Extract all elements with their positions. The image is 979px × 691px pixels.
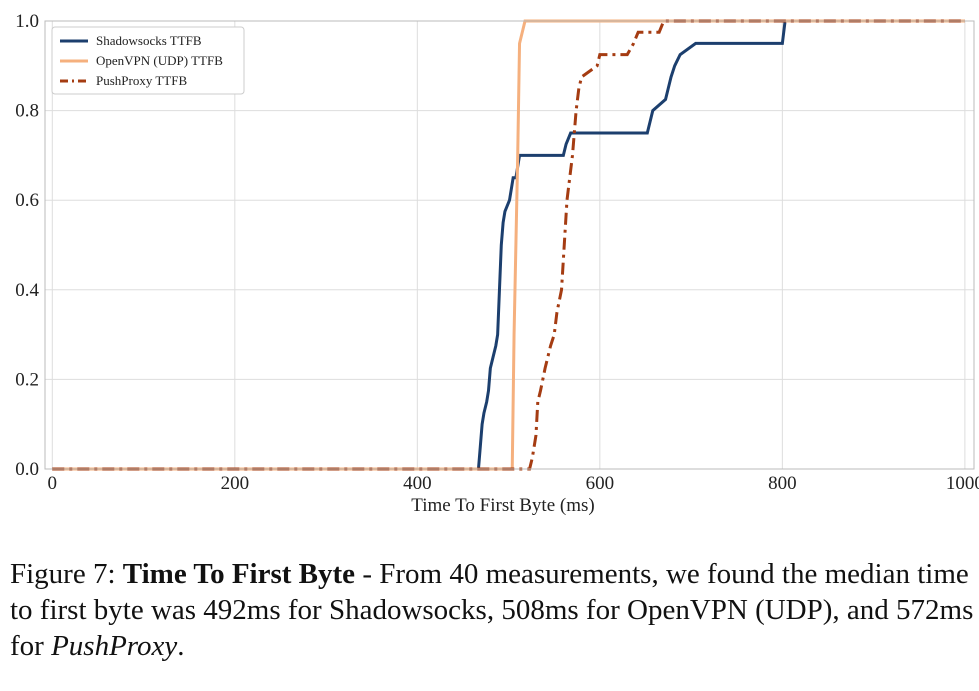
figure-caption: Figure 7: Time To First Byte - From 40 m… (10, 556, 975, 664)
y-tick-label: 0.6 (15, 190, 39, 211)
x-tick-label: 600 (586, 473, 615, 494)
cdf-chart: 0.0 0.2 0.4 0.6 0.8 1.0 0 200 400 600 800 1000 Tim… (15, 11, 979, 516)
legend-label: PushProxy TTFB (96, 73, 187, 88)
x-tick-label: 800 (768, 473, 797, 494)
series-line-pushproxy-ttfb (52, 19, 965, 471)
x-tick-label: 0 (48, 473, 58, 494)
legend-box (51, 26, 245, 95)
x-tick-label: 400 (403, 473, 432, 494)
caption-suffix: . (177, 630, 185, 662)
y-tick-label: 0.4 (15, 280, 39, 301)
x-axis-label: Time To First Byte (ms) (411, 495, 594, 516)
y-tick-label: 0.0 (15, 459, 39, 480)
legend: Shadowsocks TTFB OpenVPN (UDP) TTFB PushPr… (51, 26, 245, 95)
series-line-openvpn-udp-ttfb (52, 19, 965, 471)
plot-frame (44, 20, 975, 470)
x-tick-label: 200 (221, 473, 250, 494)
caption-bold-title: Time To First Byte (122, 558, 356, 590)
y-tick-label: 0.2 (15, 369, 39, 390)
caption-prefix: Figure 7: (10, 558, 123, 590)
x-tick-label: 1000 (946, 473, 979, 494)
y-tick-labels: 0.0 0.2 0.4 0.6 0.8 1.0 (15, 11, 39, 480)
x-tick-labels: 0 200 400 600 800 1000 (48, 473, 979, 494)
legend-label: OpenVPN (UDP) TTFB (96, 53, 223, 68)
y-tick-label: 0.8 (15, 101, 39, 122)
y-tick-label: 1.0 (15, 11, 39, 32)
legend-label: Shadowsocks TTFB (96, 33, 202, 48)
caption-body: - From 40 measurements, we found the med… (10, 558, 974, 662)
series-lines (52, 19, 965, 471)
caption-italic: PushProxy (51, 630, 178, 662)
